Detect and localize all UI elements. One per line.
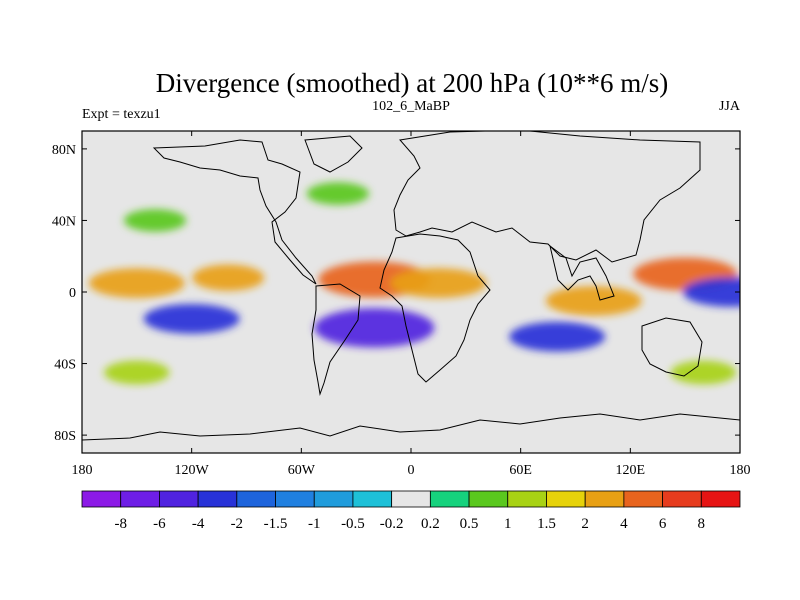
- colorbar-label: -1.5: [264, 516, 288, 532]
- x-tick-label: 180: [730, 463, 751, 478]
- colorbar-swatch: [275, 490, 315, 508]
- field-feature-13: [670, 360, 737, 385]
- colorbar-label: -0.5: [341, 516, 365, 532]
- colorbar-label: -2: [231, 516, 244, 532]
- colorbar-swatch: [236, 490, 276, 508]
- coastline-eurasia: [393, 131, 701, 263]
- latitude-axis: 80N 40N 0 40S 80S: [52, 143, 740, 444]
- field-feature-3: [390, 268, 487, 298]
- colorbar-label: -0.2: [380, 516, 404, 532]
- colorbar-label: -1: [308, 516, 321, 532]
- coastline-antarctica: [82, 413, 740, 441]
- colorbar-swatch: [120, 490, 160, 508]
- colorbar-swatch: [197, 490, 238, 508]
- colorbar-label: -6: [153, 516, 166, 532]
- colorbar-label: 4: [620, 516, 628, 532]
- colorbar-swatch: [429, 490, 470, 508]
- coastline-australia: [641, 317, 703, 377]
- colorbar-swatch: [662, 490, 702, 508]
- colorbar-swatch: [391, 490, 431, 508]
- x-tick-label: 60E: [509, 463, 532, 478]
- season-label: JJA: [719, 99, 741, 114]
- y-tick-label: 40S: [54, 358, 76, 373]
- colorbar-legend: -8 -6 -4 -2 -1.5 -1 -0.5 -0.2 0.2 0.5 1 1.5 2 4 6 8: [81, 490, 741, 532]
- x-tick-label: 120W: [175, 463, 210, 478]
- field-feature-0: [88, 268, 185, 298]
- colorbar-swatch: [623, 490, 663, 508]
- colorbar-swatch: [313, 490, 354, 508]
- colorbar-swatch: [700, 490, 741, 508]
- colorbar-swatch: [584, 490, 625, 508]
- coastline-south-america: [311, 283, 361, 396]
- field-feature-11: [104, 360, 170, 385]
- y-tick-label: 80S: [54, 429, 76, 444]
- continent-outlines: [82, 131, 740, 441]
- y-tick-label: 80N: [52, 143, 76, 158]
- colorbar-swatch: [352, 490, 393, 508]
- field-feature-9: [682, 277, 740, 307]
- x-tick-label: 120E: [616, 463, 646, 478]
- colorbar-label: -4: [192, 516, 205, 532]
- colorbar-label: 0.2: [421, 516, 440, 532]
- colorbar-label: 6: [659, 516, 667, 532]
- colorbar-label: 0.5: [460, 516, 479, 532]
- colorbar-swatch: [546, 490, 586, 508]
- coastline-africa: [379, 233, 491, 383]
- colorbar-label: 8: [698, 516, 706, 532]
- y-tick-label: 40N: [52, 214, 76, 229]
- x-tick-label: 0: [408, 463, 415, 478]
- longitude-axis: 180 120W 60W 0 60E 120E 180: [72, 131, 751, 478]
- field-feature-7: [143, 304, 240, 334]
- map-plot-area: [81, 130, 741, 454]
- colorbar-label: -8: [114, 516, 127, 532]
- x-tick-label: 180: [72, 463, 93, 478]
- field-feature-8: [509, 321, 606, 352]
- colorbar-swatch: [468, 490, 509, 508]
- field-feature-12: [306, 182, 370, 205]
- experiment-label: Expt = texzu1: [82, 107, 161, 122]
- field-feature-1: [192, 264, 265, 291]
- field-feature-10: [123, 209, 187, 232]
- colorbar-swatch: [507, 490, 547, 508]
- colorbar-label: 2: [581, 516, 589, 532]
- coastline-greenland: [304, 135, 363, 173]
- colorbar-label: 1: [504, 516, 512, 532]
- y-tick-label: 0: [69, 286, 76, 301]
- colorbar-swatch: [81, 490, 122, 508]
- case-label: 102_6_MaBP: [372, 99, 450, 114]
- coastline-north-america: [152, 139, 317, 285]
- coastline-india-southeast-asia: [549, 244, 615, 301]
- x-tick-label: 60W: [288, 463, 316, 478]
- field-feature-4: [545, 286, 642, 316]
- colorbar-label: 1.5: [537, 516, 556, 532]
- chart-title: Divergence (smoothed) at 200 hPa (10**6 …: [156, 68, 668, 98]
- colorbar-swatch: [159, 490, 199, 508]
- field-feature-6: [314, 308, 435, 348]
